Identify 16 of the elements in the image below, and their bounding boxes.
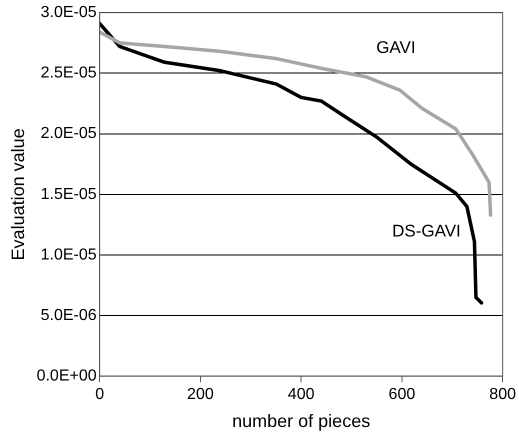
y-tick-label: 3.0E-05 <box>40 4 97 22</box>
series-label: GAVI <box>376 38 416 57</box>
y-tick-label: 1.5E-05 <box>40 186 97 203</box>
series-label: DS-GAVI <box>392 221 461 240</box>
y-axis-title: Evaluation value <box>8 128 28 260</box>
x-tick-label: 200 <box>187 386 214 404</box>
x-tick-label: 800 <box>489 386 516 404</box>
x-axis-title: number of pieces <box>232 411 370 432</box>
x-tick-label: 600 <box>388 386 416 404</box>
y-tick-label: 0.0E+00 <box>36 368 97 385</box>
y-tick-label: 1.0E-05 <box>40 246 97 264</box>
x-tick-label: 0 <box>95 386 104 404</box>
y-tick-label: 5.0E-06 <box>40 307 97 324</box>
y-tick-label: 2.5E-05 <box>40 64 97 82</box>
x-tick-label: 400 <box>288 386 315 404</box>
y-tick-label: 2.0E-05 <box>40 125 97 142</box>
